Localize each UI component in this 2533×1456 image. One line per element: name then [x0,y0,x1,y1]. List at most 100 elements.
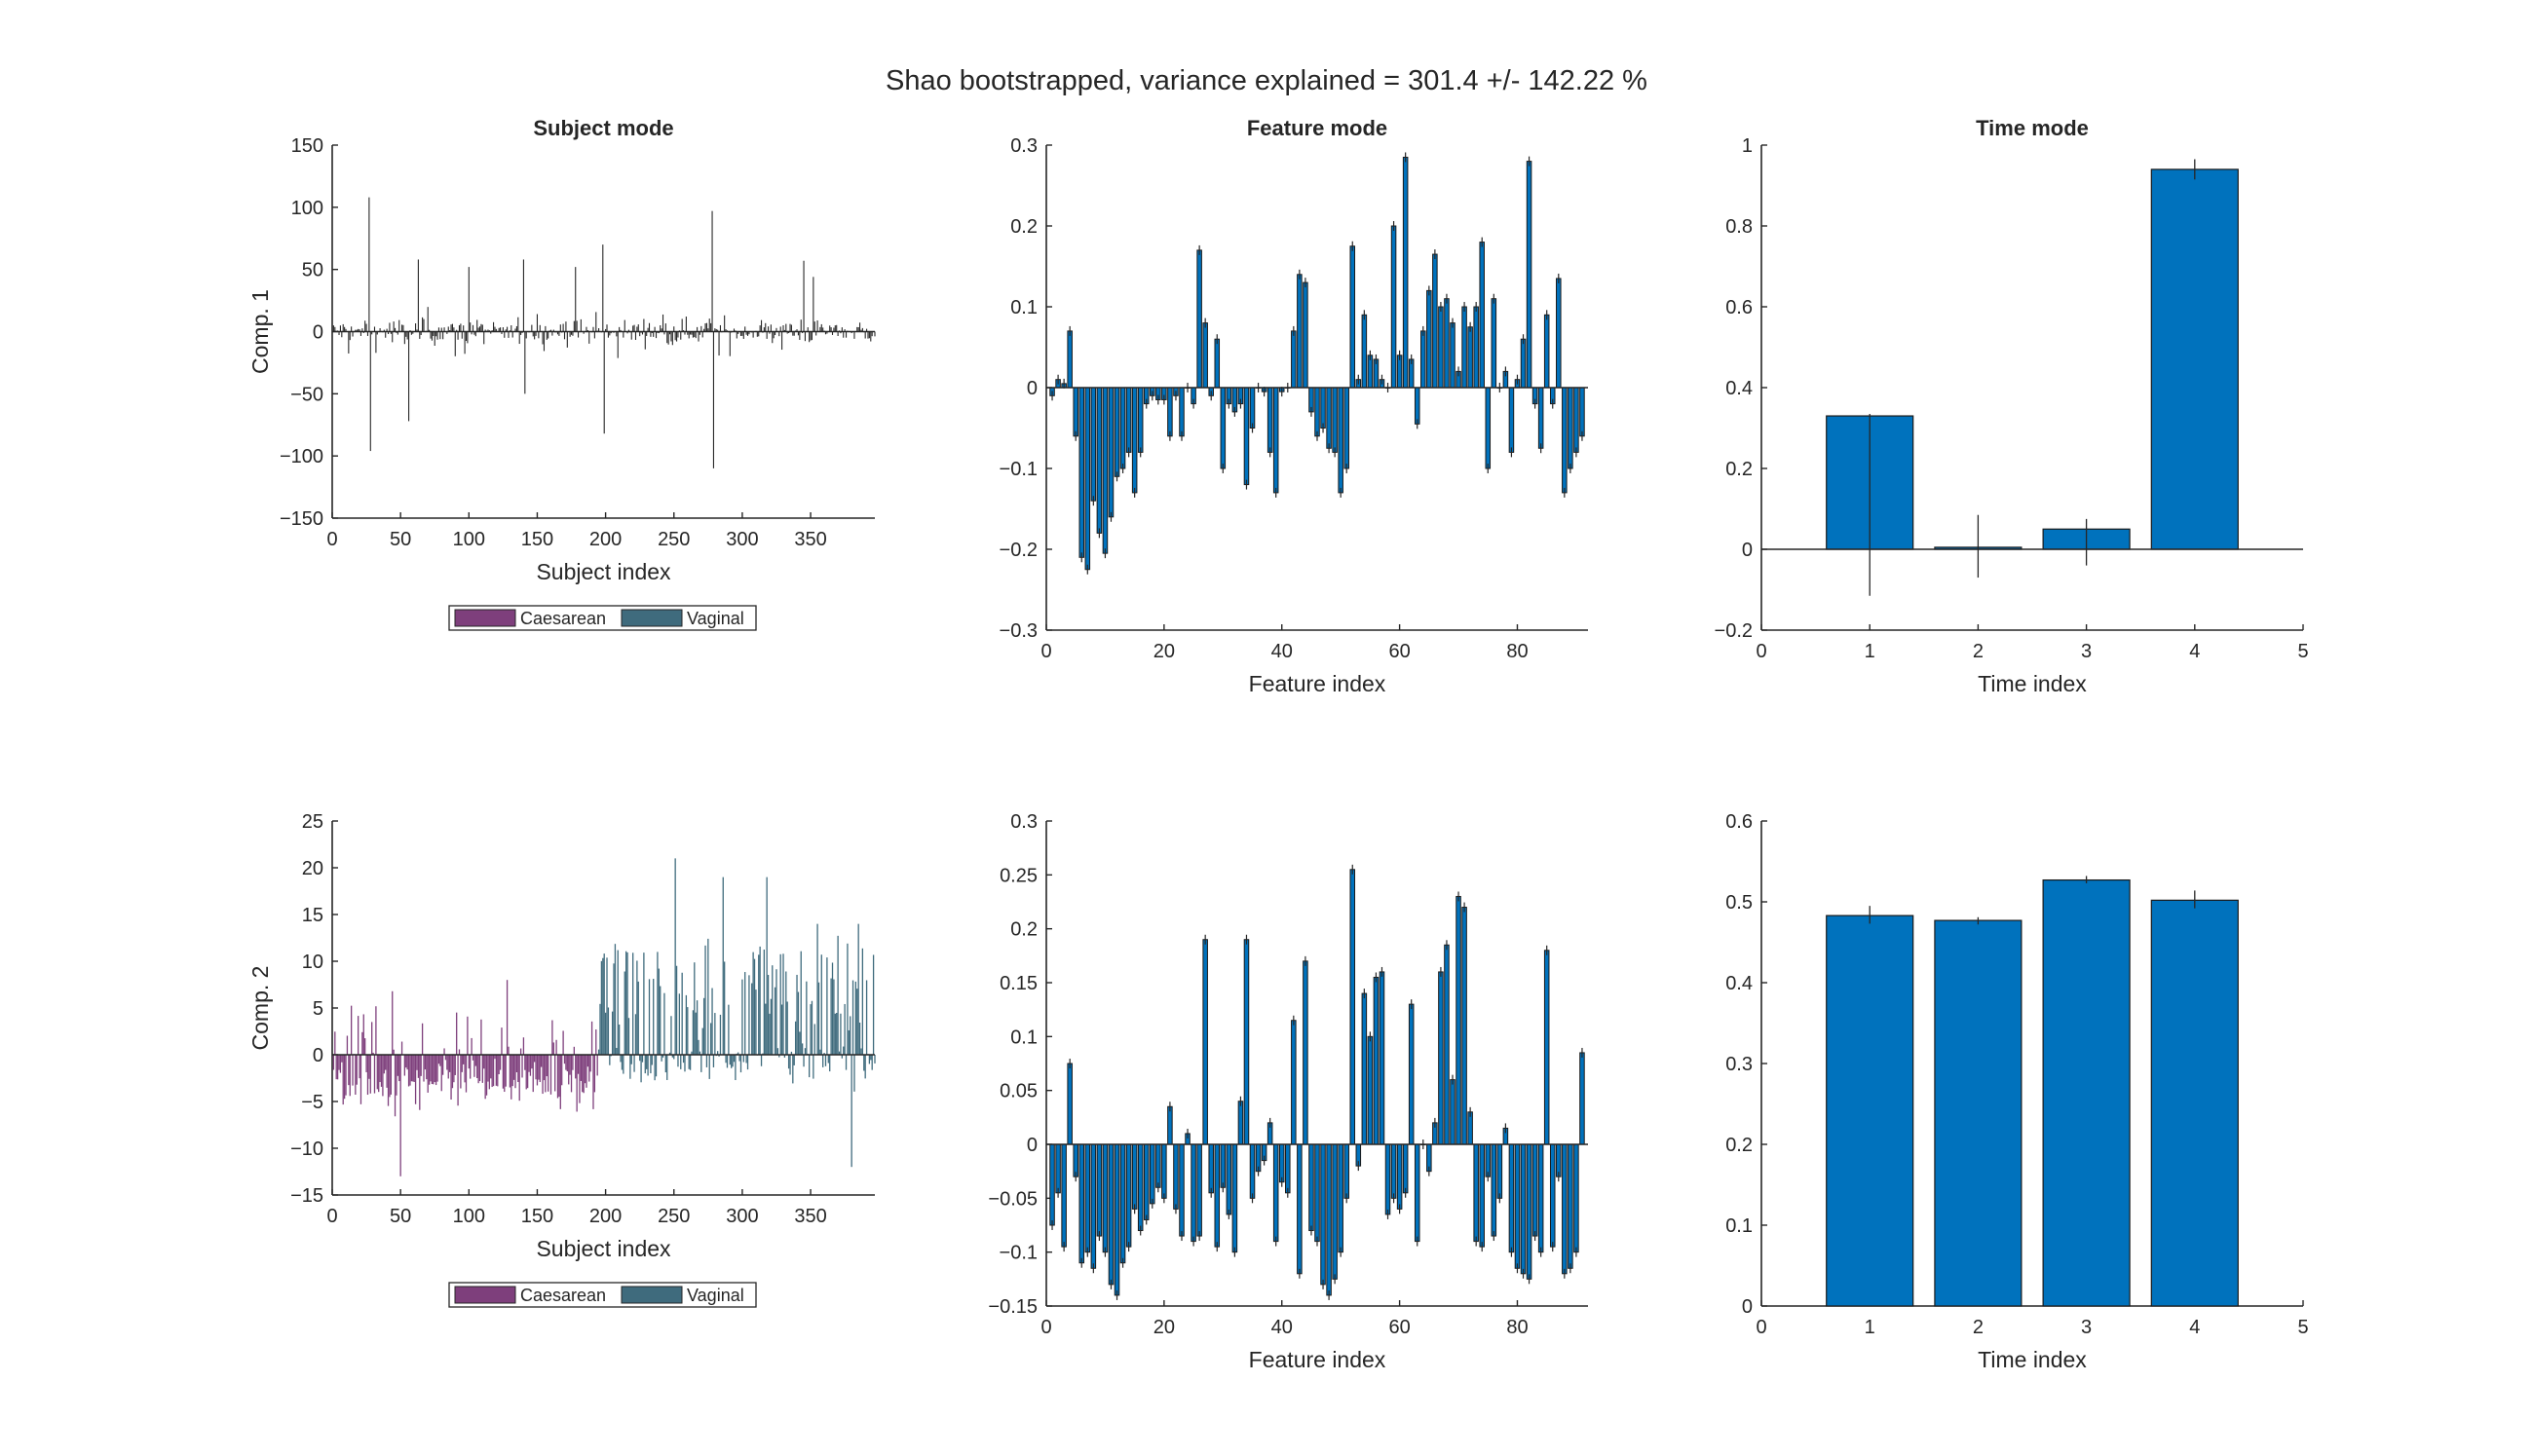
x-tick-label: 4 [2189,1317,2200,1338]
bar [1537,387,1544,449]
bar [1320,1143,1326,1286]
bar [1125,1143,1132,1248]
bar [1508,1143,1515,1253]
legend: Caesarean Vaginal [448,605,757,631]
bar [1249,387,1256,429]
y-tick-label: −5 [301,1092,323,1113]
bar [1367,1035,1374,1145]
x-tick-label: 4 [2189,641,2200,662]
x-tick-label: 50 [390,529,411,550]
y-tick-label: 0.3 [1725,1054,1753,1075]
x-tick-label: 350 [794,529,826,550]
y-tick-label: 0.25 [1000,865,1038,886]
x-axis-label: Time index [1978,1347,2087,1372]
bar [1826,915,1914,1307]
bar [1491,1143,1497,1237]
y-tick-label: 0.1 [1725,1215,1753,1237]
bar [1562,1143,1568,1275]
y-tick-label: 100 [291,198,323,219]
bar [2150,168,2239,550]
bar [1084,1143,1091,1253]
x-tick-label: 200 [589,1206,622,1227]
bar [1438,306,1444,389]
legend-label-caesarean: Caesarean [520,1286,606,1305]
bar [1055,1143,1061,1194]
bar [1467,326,1473,389]
y-tick-label: −150 [280,508,323,530]
bar [1579,1052,1585,1145]
bar [1073,387,1078,437]
y-tick-label: 0.2 [1725,459,1753,480]
x-tick-label: 0 [326,1206,337,1227]
y-tick-label: 0.8 [1725,216,1753,238]
bar [1373,976,1380,1145]
y-tick-label: −100 [280,446,323,467]
x-tick-label: 20 [1153,1317,1175,1338]
bar [1237,1101,1244,1145]
y-tick-label: 0.5 [1725,892,1753,914]
x-tick-label: 3 [2081,641,2092,662]
bar [1078,1143,1085,1264]
y-tick-label: −50 [290,384,323,405]
bar [1167,1105,1173,1145]
bar [1456,895,1461,1145]
bar [1125,387,1132,453]
bar [1067,330,1073,389]
bar [1102,1143,1109,1253]
bar [1549,1143,1556,1248]
bar [1131,387,1138,494]
bar [1078,387,1085,558]
bar [1266,387,1273,453]
x-tick-label: 80 [1506,641,1528,662]
legend-label-caesarean: Caesarean [520,609,606,628]
bar [1272,387,1279,494]
bar [1450,322,1456,389]
x-axis-label: Time index [1978,671,2087,696]
bar [1537,1143,1544,1253]
bar [1473,306,1479,389]
bar [1196,1143,1202,1237]
bar [1414,387,1420,425]
bar [1297,274,1303,389]
bar [1143,1143,1150,1220]
y-tick-label: 10 [302,952,323,973]
y-tick-label: 50 [302,260,323,281]
y-tick-label: 15 [302,905,323,926]
bar [1508,387,1515,453]
bar [1314,1143,1320,1243]
x-tick-label: 1 [1865,1317,1875,1338]
bar [1491,298,1497,389]
y-tick-label: 0.2 [1010,919,1038,941]
bar [1137,1143,1144,1232]
bar [1096,1143,1103,1237]
x-tick-label: 0 [1756,641,1766,662]
bar [1084,387,1091,571]
bar [1396,1143,1403,1210]
x-tick-label: 150 [521,529,553,550]
bar [1343,387,1349,469]
bar [1361,314,1368,389]
bar [1485,387,1492,469]
bar [1150,1143,1155,1205]
y-tick-label: −10 [290,1139,323,1160]
panel-title: Feature mode [1247,116,1387,140]
legend-swatch-vaginal [621,609,683,627]
x-tick-label: 5 [2297,1317,2308,1338]
bar [1473,1143,1479,1243]
bar [1384,1143,1391,1215]
x-tick-label: 150 [521,1206,553,1227]
bar [1432,253,1438,389]
x-tick-label: 2 [1973,641,1984,662]
legend-label-vaginal: Vaginal [687,609,744,628]
bar [1326,387,1332,449]
legend-swatch-caesarean [454,609,516,627]
x-tick-label: 250 [658,1206,690,1227]
bar [1285,1143,1291,1194]
x-tick-label: 40 [1271,1317,1293,1338]
y-tick-label: 5 [313,998,323,1020]
bar [1520,1143,1527,1275]
y-tick-label: 0.2 [1010,216,1038,238]
x-tick-label: 50 [390,1206,411,1227]
x-tick-label: 100 [453,529,485,550]
y-tick-label: 0.4 [1725,378,1753,399]
